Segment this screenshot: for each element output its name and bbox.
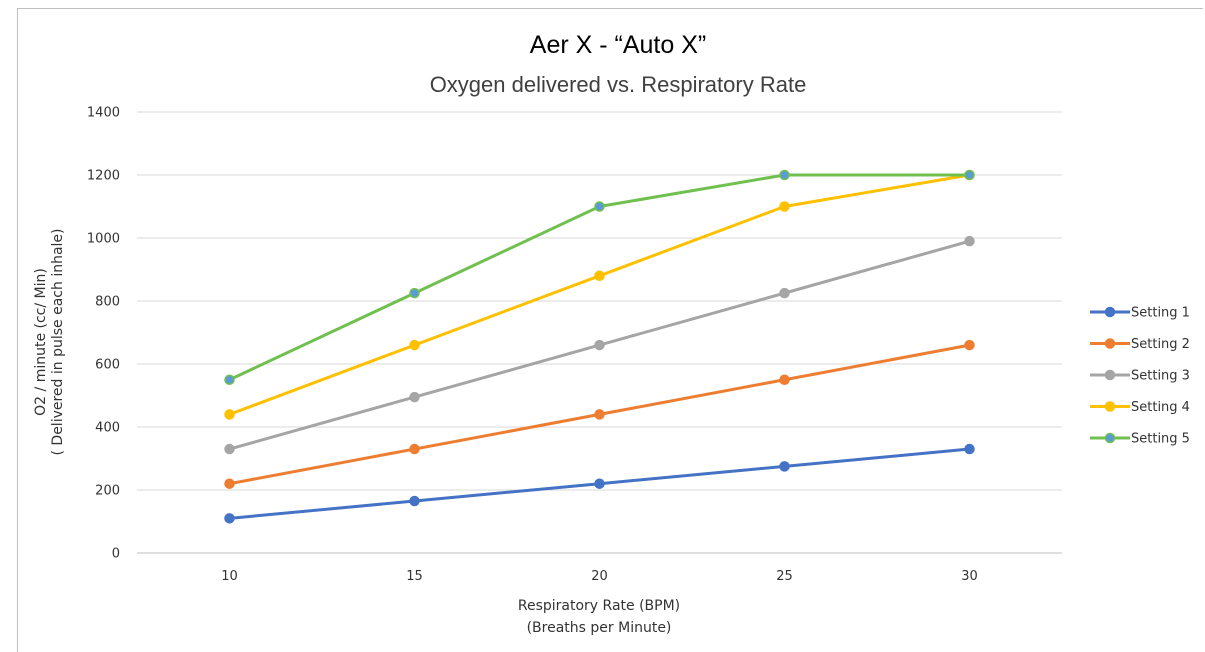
data-point <box>964 339 975 351</box>
data-point <box>224 374 235 385</box>
y-axis-title-line-2: ( Delivered in pulse each inhale) <box>50 229 66 456</box>
data-point <box>964 235 975 247</box>
legend-marker <box>1104 338 1116 349</box>
data-point <box>594 339 605 351</box>
legend-marker <box>1104 401 1116 412</box>
data-point <box>409 495 420 507</box>
data-point <box>779 287 790 299</box>
x-tick-label: 15 <box>406 569 423 584</box>
legend-label: Setting 2 <box>1131 337 1190 352</box>
data-point <box>779 374 790 385</box>
data-point <box>779 169 790 181</box>
series-5 <box>224 169 975 385</box>
data-point <box>224 443 235 455</box>
legend-item: Setting 4 <box>1090 400 1190 415</box>
legend-item: Setting 2 <box>1090 337 1190 352</box>
y-tick-label: 1400 <box>87 106 120 121</box>
legend-label: Setting 1 <box>1131 306 1190 321</box>
data-point <box>779 461 790 472</box>
data-point <box>224 409 235 420</box>
x-tick-label: 20 <box>591 569 608 584</box>
series-lines <box>224 169 975 524</box>
x-axis-title-line-2: (Breaths per Minute) <box>527 620 672 636</box>
chart-frame <box>17 8 1203 652</box>
legend-label: Setting 3 <box>1131 369 1190 384</box>
data-point <box>594 478 605 489</box>
x-axis-ticks: 10 15 20 25 30 <box>221 569 978 584</box>
legend-item: Setting 1 <box>1090 306 1190 321</box>
x-tick-label: 25 <box>776 569 793 584</box>
data-point <box>224 478 235 489</box>
data-point <box>779 201 790 212</box>
y-axis-ticks: 0 200 400 600 800 1000 1200 1400 <box>87 106 120 562</box>
x-tick-label: 10 <box>221 569 238 584</box>
x-axis-title-line-1: Respiratory Rate (BPM) <box>518 598 680 614</box>
data-point <box>409 391 420 403</box>
legend: Setting 1 Setting 2 Setting 3 Setting 4 Sett… <box>1090 306 1190 447</box>
data-point <box>594 201 605 212</box>
series-3 <box>224 235 975 455</box>
data-point <box>409 339 420 351</box>
y-tick-label: 400 <box>95 421 120 436</box>
legend-label: Setting 4 <box>1131 400 1190 415</box>
data-point <box>594 409 605 420</box>
data-point <box>594 270 605 282</box>
x-tick-label: 30 <box>961 569 978 584</box>
legend-marker <box>1104 306 1116 318</box>
y-tick-label: 600 <box>95 358 120 373</box>
chart-subtitle: Oxygen delivered vs. Respiratory Rate <box>430 72 807 97</box>
legend-item: Setting 3 <box>1090 369 1190 384</box>
data-point <box>964 169 975 181</box>
data-point <box>224 513 235 524</box>
gridlines <box>137 111 1062 554</box>
legend-label: Setting 5 <box>1131 432 1190 447</box>
data-point <box>964 443 975 455</box>
y-tick-label: 1200 <box>87 169 120 184</box>
y-axis-title-line-1: O2 / minute (cc/ Min) <box>33 268 49 416</box>
legend-marker <box>1104 432 1116 444</box>
data-point <box>409 443 420 455</box>
chart-title: Aer X - “Auto X” <box>530 31 706 59</box>
series-1 <box>224 443 975 524</box>
y-tick-label: 800 <box>95 295 120 310</box>
y-tick-label: 200 <box>95 484 120 499</box>
y-tick-label: 1000 <box>87 232 120 247</box>
series-2 <box>224 339 975 489</box>
legend-item: Setting 5 <box>1090 432 1190 447</box>
data-point <box>409 287 420 299</box>
y-tick-label: 0 <box>112 547 120 562</box>
legend-marker <box>1104 369 1116 381</box>
